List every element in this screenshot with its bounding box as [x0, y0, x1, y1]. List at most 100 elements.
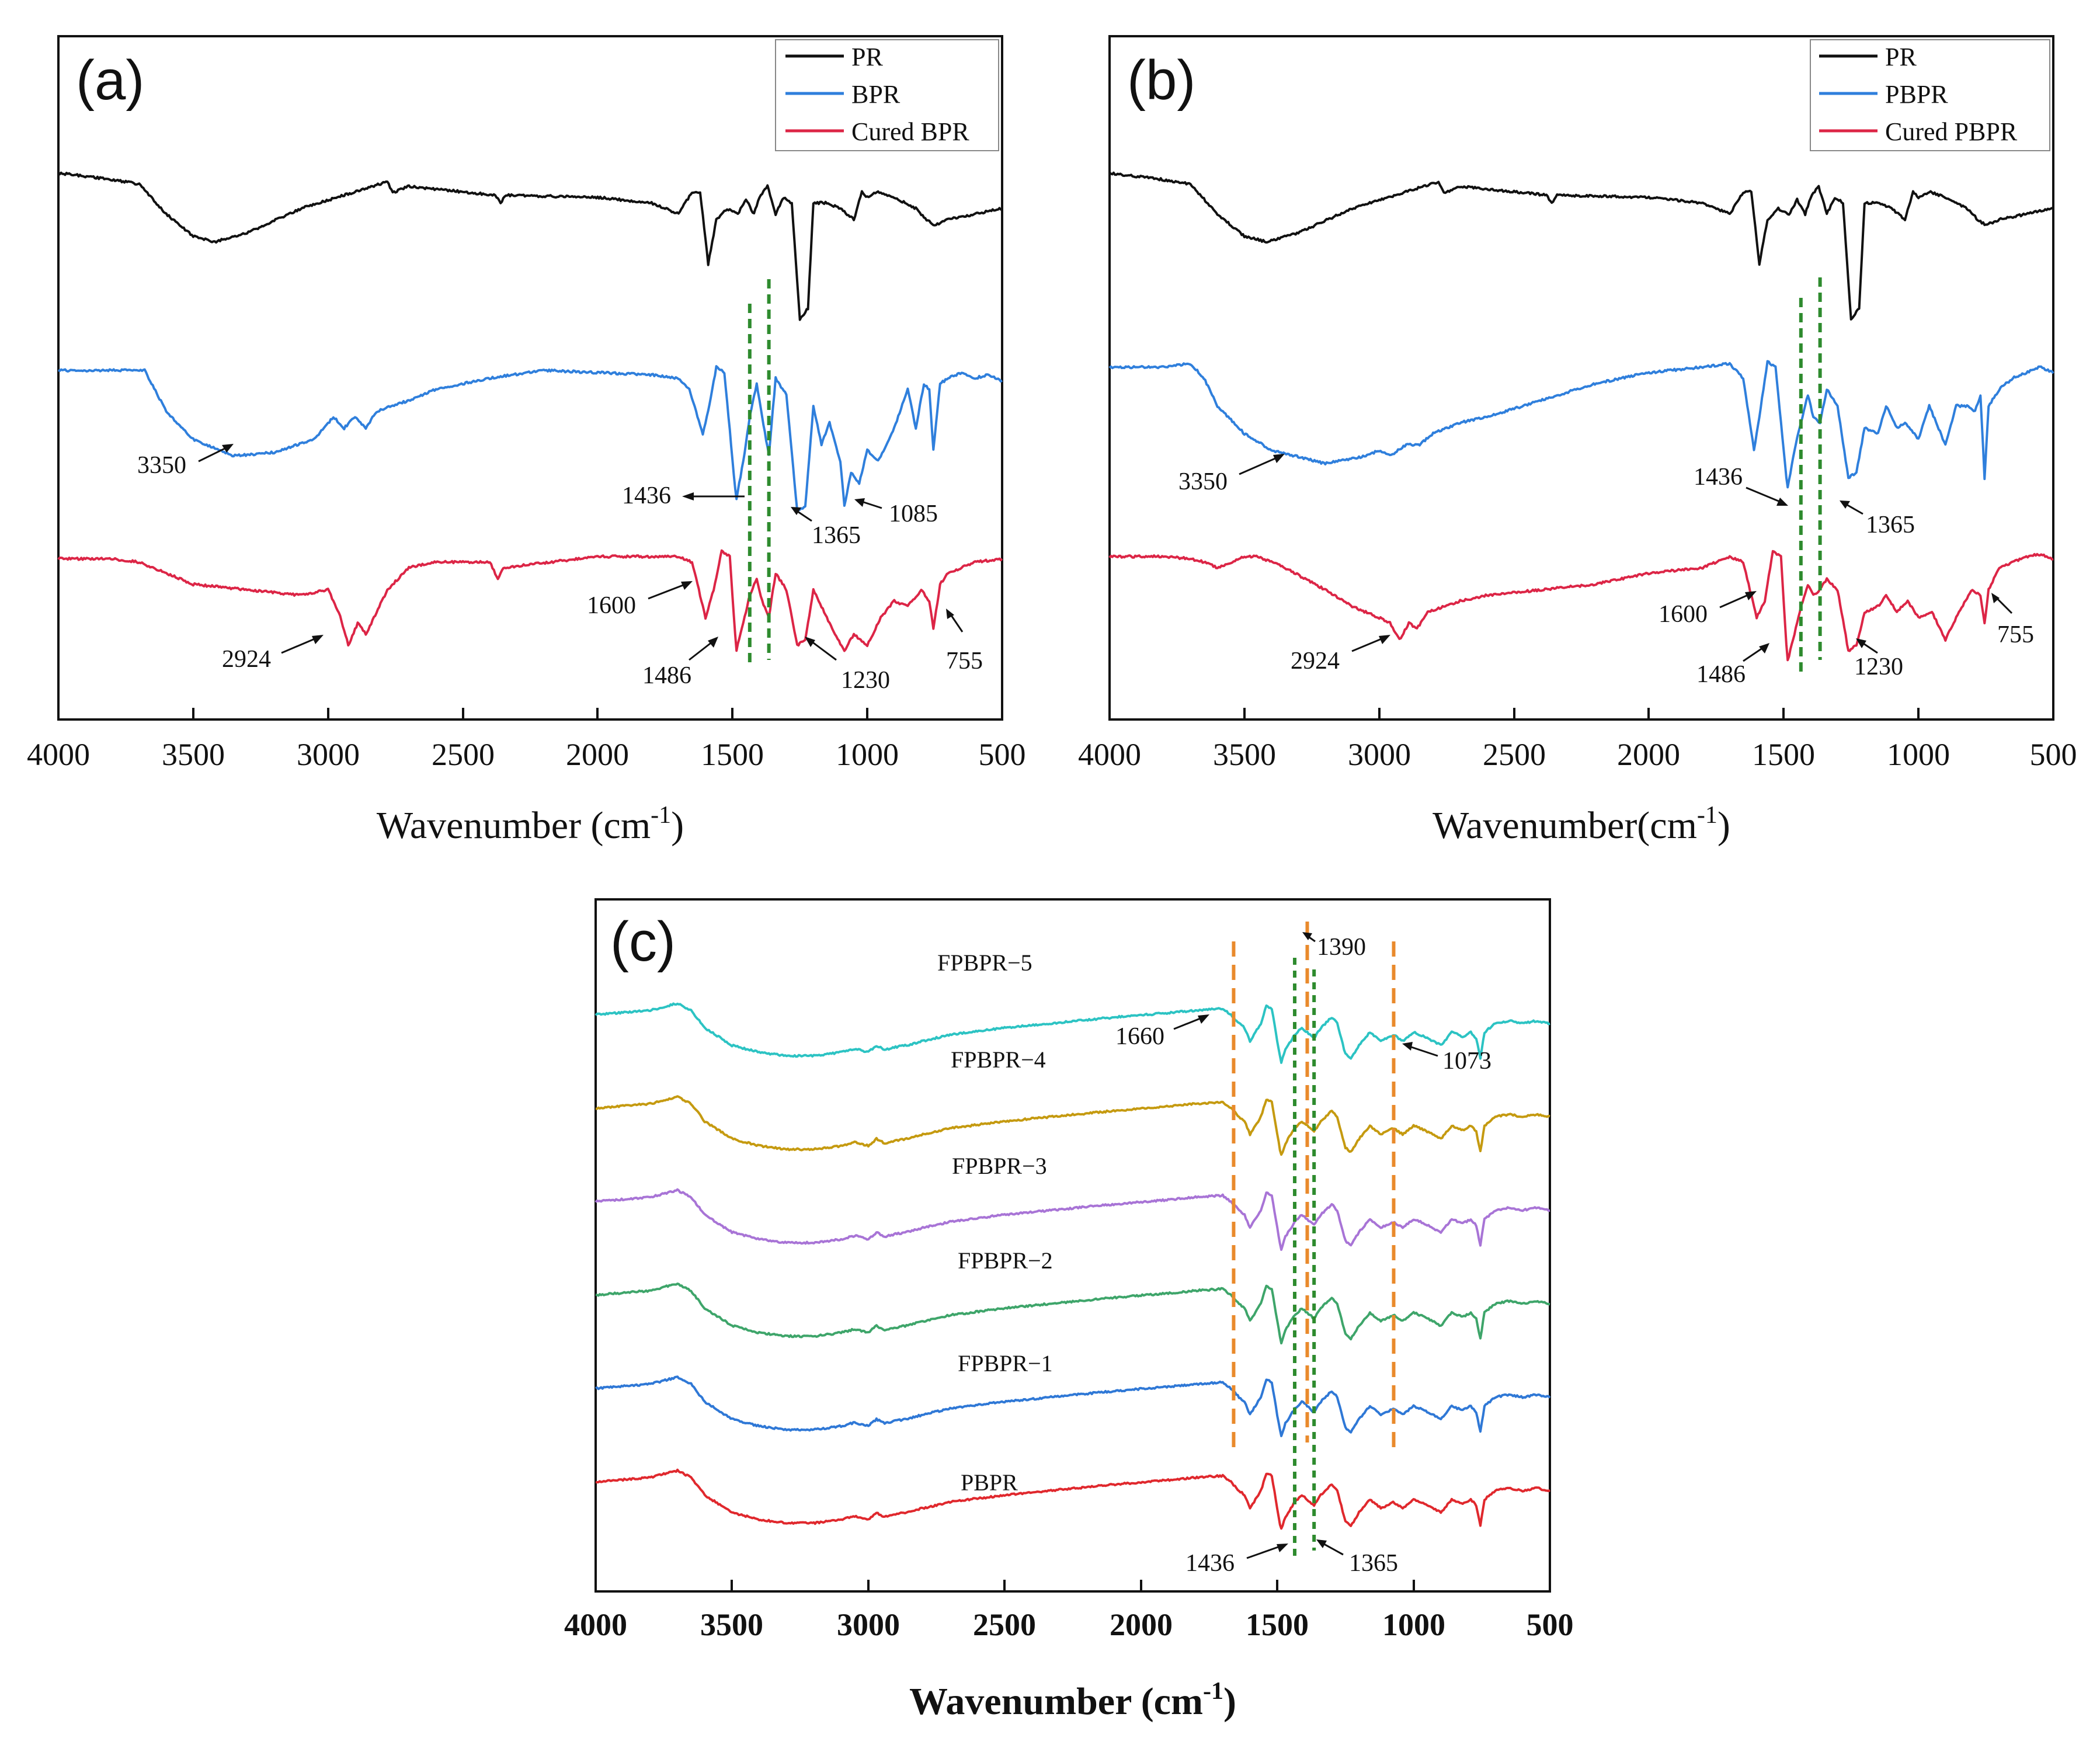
series-line-pbpr — [1108, 360, 2054, 489]
annotation-arrowhead — [946, 609, 954, 619]
annotation-arrowhead — [1856, 638, 1866, 648]
legend-label-bpr: BPR — [851, 80, 901, 109]
annotation-arrowhead — [708, 637, 718, 648]
x-tick-label: 4000 — [1078, 737, 1141, 772]
peak-label-1365: 1365 — [1866, 512, 1915, 538]
x-tick-label: 2000 — [566, 737, 629, 772]
peak-label-3350: 3350 — [137, 452, 186, 479]
x-tick-label: 1500 — [701, 737, 764, 772]
x-tick-label: 3000 — [297, 737, 360, 772]
annotation-arrowhead — [312, 635, 324, 644]
annotation-arrowhead — [1198, 1014, 1209, 1024]
x-tick-label: 500 — [1527, 1607, 1574, 1642]
annotation-arrowhead — [1402, 1042, 1413, 1051]
peak-label-1436: 1436 — [1185, 1550, 1235, 1577]
annotation-arrowhead — [1379, 635, 1390, 644]
x-tick-label: 4000 — [27, 737, 90, 772]
annotation-arrowhead — [1759, 643, 1769, 654]
annotation-arrowhead — [854, 498, 865, 507]
x-tick-label: 1000 — [1382, 1607, 1445, 1642]
series-line-cured-bpr — [57, 549, 1003, 652]
annotation-arrowhead — [791, 507, 801, 515]
peak-label-1230: 1230 — [841, 667, 890, 694]
x-axis-ticks — [1108, 708, 2054, 719]
series-line-fpbpr-5 — [594, 1002, 1550, 1064]
x-tick-label: 2500 — [432, 737, 495, 772]
panel-letter: (b) — [1127, 49, 1195, 112]
x-tick-labels: 4000 3500 3000 2500 2000 1500 1000 500 — [27, 737, 1026, 772]
plot-frame — [1108, 35, 2054, 721]
peak-label-1436: 1436 — [622, 482, 671, 509]
x-tick-label: 1500 — [1752, 737, 1815, 772]
annotation-arrow — [648, 582, 690, 600]
x-axis-title: Wavenumber (cm-1) — [909, 1678, 1236, 1723]
series-label-fpbpr-3: FPBPR−3 — [952, 1153, 1047, 1179]
x-axis-title: Wavenumber(cm-1) — [1433, 802, 1730, 847]
legend-label-pr: PR — [1885, 43, 1917, 71]
x-tick-label: 3500 — [162, 737, 225, 772]
series-label-fpbpr-1: FPBPR−1 — [958, 1350, 1053, 1377]
series-line-fpbpr-3 — [594, 1188, 1550, 1251]
series-line-fpbpr-4 — [595, 1095, 1550, 1156]
peak-label-1365: 1365 — [1349, 1550, 1398, 1577]
series-line-pr — [1108, 171, 2054, 321]
panel-c: (c) 4000 3500 3000 2500 2000 1500 1000 5… — [564, 898, 1574, 1723]
peak-label-1085: 1085 — [889, 500, 938, 527]
peak-label-3350: 3350 — [1178, 468, 1228, 495]
series-line-pbpr — [595, 1468, 1551, 1530]
series-line-pr — [57, 171, 1003, 321]
peak-label-1073: 1073 — [1442, 1048, 1491, 1075]
x-axis-ticks — [57, 708, 1003, 719]
x-tick-label: 1000 — [836, 737, 899, 772]
legend-label-cured-bpr: Cured BPR — [851, 117, 969, 146]
x-tick-labels: 4000 3500 3000 2500 2000 1500 1000 500 — [564, 1607, 1574, 1642]
peak-label-1390: 1390 — [1317, 934, 1366, 961]
x-tick-label: 500 — [979, 737, 1026, 772]
series-line-cured-pbpr — [1108, 550, 2054, 662]
series-line-fpbpr-2 — [595, 1282, 1550, 1345]
peak-label-1600: 1600 — [587, 592, 636, 619]
panel-letter: (a) — [76, 49, 144, 112]
annotation-arrowhead — [682, 492, 694, 500]
annotation-arrowhead — [1302, 932, 1312, 940]
legend: PR PBPR Cured PBPR — [1810, 39, 2050, 151]
series-label-fpbpr-4: FPBPR−4 — [951, 1047, 1046, 1073]
series-lines — [1108, 171, 2054, 662]
panel-letter: (c) — [610, 910, 676, 973]
peak-label-1365: 1365 — [812, 522, 861, 549]
series-line-bpr — [57, 365, 1003, 512]
series-label-pbpr: PBPR — [961, 1469, 1018, 1496]
annotation-arrowhead — [222, 444, 234, 453]
peak-label-1436: 1436 — [1694, 464, 1743, 491]
dashed-markers — [747, 279, 771, 666]
annotation-arrowhead — [1991, 593, 2000, 603]
annotation-arrowhead — [1273, 454, 1285, 463]
peak-label-2924: 2924 — [222, 646, 271, 673]
legend: PR BPR Cured BPR — [775, 39, 999, 151]
peak-label-1600: 1600 — [1659, 601, 1708, 628]
legend-label-cured-pbpr: Cured PBPR — [1885, 117, 2018, 146]
x-tick-label: 4000 — [564, 1607, 627, 1642]
x-tick-label: 3500 — [700, 1607, 763, 1642]
annotation-arrowhead — [681, 581, 693, 590]
annotation-arrowhead — [1776, 498, 1788, 506]
x-axis-ticks — [594, 1580, 1551, 1591]
x-tick-label: 3500 — [1213, 737, 1276, 772]
x-tick-label: 2000 — [1110, 1607, 1173, 1642]
peak-annotations: 1390 1660 1073 1436 1365 — [1115, 932, 1491, 1577]
x-tick-label: 2000 — [1617, 737, 1680, 772]
annotation-arrow — [1746, 486, 1785, 505]
plot-frame — [57, 35, 1003, 721]
annotation-arrowhead — [1316, 1539, 1327, 1548]
x-tick-label: 1000 — [1887, 737, 1950, 772]
series-labels: FPBPR−5 FPBPR−4 FPBPR−3 FPBPR−2 FPBPR−1 … — [937, 950, 1053, 1496]
peak-label-1486: 1486 — [1696, 661, 1746, 688]
peak-label-755: 755 — [1997, 621, 2034, 648]
annotation-arrow — [808, 638, 837, 661]
peak-label-1230: 1230 — [1854, 654, 1903, 680]
legend-label-pbpr: PBPR — [1885, 80, 1948, 109]
series-line-fpbpr-1 — [595, 1375, 1551, 1437]
dashed-markers — [1232, 922, 1396, 1556]
x-tick-label: 1500 — [1246, 1607, 1309, 1642]
